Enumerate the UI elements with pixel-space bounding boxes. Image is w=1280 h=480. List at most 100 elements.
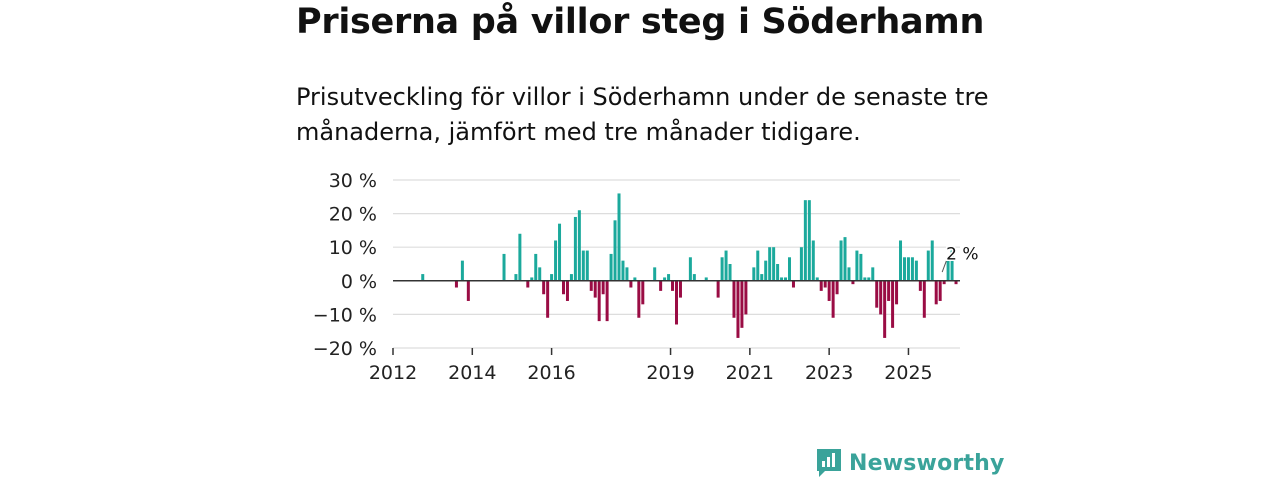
bar [768,247,772,281]
bar [926,250,930,281]
bar [421,274,425,281]
bar [663,277,667,281]
bar [835,280,839,295]
bar [593,280,597,298]
bar [815,277,819,281]
bar [678,280,682,298]
bar [847,267,851,281]
bar [899,240,903,281]
bar [895,280,899,305]
bar [819,280,823,291]
bar [732,280,736,318]
x-tick-label: 2012 [369,362,417,384]
bar [629,280,633,288]
bar [724,250,728,281]
bar [573,216,577,281]
bar [831,280,835,318]
x-tick-label: 2019 [646,362,694,384]
bar [855,250,859,281]
y-tick-label: 0 % [341,271,377,293]
x-tick-label: 2025 [884,362,932,384]
bar [581,250,585,281]
bar [799,247,803,281]
bar [930,240,934,281]
bar [843,237,847,281]
bar [811,240,815,281]
page-title: Priserna på villor steg i Söderhamn [296,2,985,42]
bar [597,280,601,322]
bar [530,277,534,281]
bar [942,280,946,285]
y-tick-label: 20 % [329,204,377,226]
bar [526,280,530,288]
annotation-leader [941,255,949,273]
bar [839,240,843,281]
bar [546,280,550,318]
bar [914,260,918,281]
bar [454,280,458,288]
bar [518,233,522,281]
x-tick-label: 2023 [805,362,853,384]
bar [562,280,565,295]
bar [542,280,546,295]
bar [760,274,764,281]
bar [565,280,569,301]
bar [688,257,692,281]
bar [807,200,811,281]
bar [720,257,724,281]
bar [803,200,807,281]
bar [776,264,780,281]
bar-chart: 30 % 20 % 10 % 0 % −10 % −20 %2012 2014 2016 201… [313,170,980,384]
brand-name: Newsworthy [849,450,1005,476]
bar [946,260,950,281]
bar [538,267,542,281]
bar [671,280,675,291]
bar [891,280,895,328]
bar [736,280,740,338]
bar [744,280,748,315]
bar [906,257,910,281]
bar [918,280,922,291]
bar [637,280,641,318]
bar [784,277,788,281]
y-tick-label: −20 % [313,338,377,360]
bar [514,274,518,281]
bar [752,267,756,281]
bar [577,210,581,281]
bar [659,280,663,291]
bar [871,267,875,281]
bar [641,280,645,305]
bar [613,220,617,281]
page-subtitle: Prisutveckling för villor i Söderhamn un… [296,83,989,146]
bar [653,267,657,281]
bar [605,280,609,322]
bar [772,247,776,281]
bar [728,264,732,281]
bar [534,253,538,281]
x-tick-label: 2021 [726,362,774,384]
bar [558,223,562,281]
y-tick-label: 30 % [329,170,377,192]
bar [609,253,613,281]
bar [875,280,879,308]
y-tick-label: −10 % [313,304,377,326]
bar [954,280,958,285]
bar [502,253,506,281]
newsworthy-logo-icon [817,449,841,477]
bar [740,280,744,328]
bar [922,280,926,318]
bar [617,193,621,281]
bar [780,277,784,281]
bar [934,280,938,305]
bar [667,274,671,281]
bar [823,280,827,288]
bar [554,240,558,281]
bar [550,274,554,281]
bar [601,280,605,295]
bar [863,277,867,281]
bar [585,250,589,281]
bar [902,257,906,281]
bar [704,277,708,281]
bar [883,280,887,338]
bar [867,277,871,281]
